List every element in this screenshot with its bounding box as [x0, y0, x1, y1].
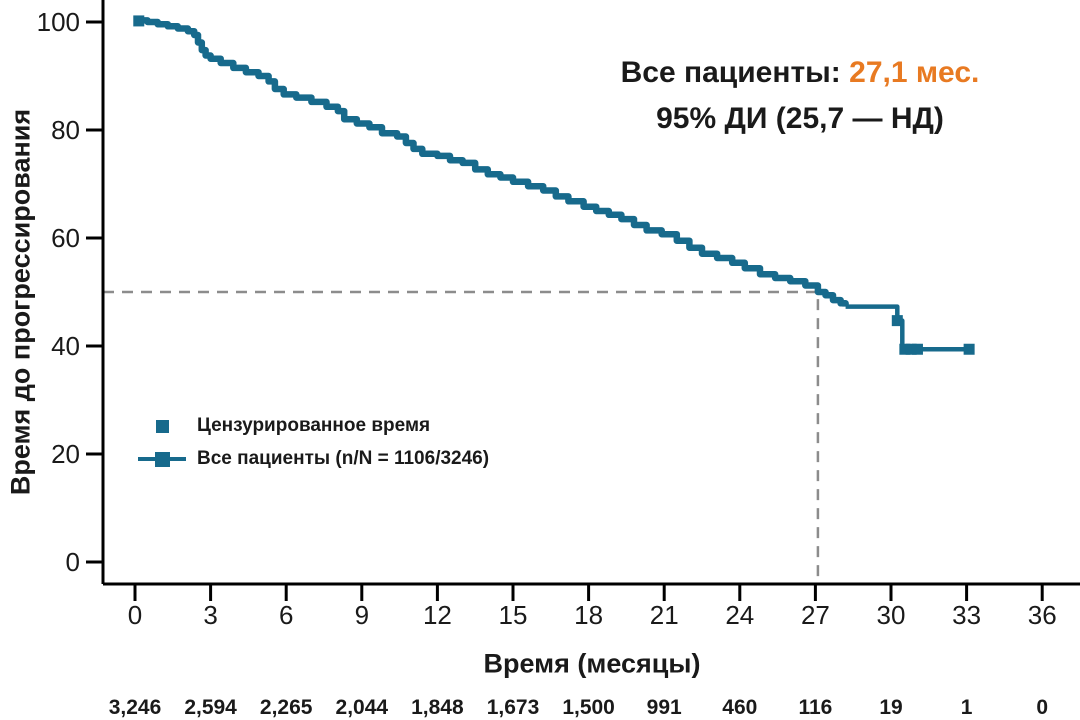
y-tick-label: 0: [66, 547, 80, 577]
legend-label-censored: Цензурированное время: [197, 415, 431, 436]
x-tick-label: 27: [801, 600, 830, 630]
x-axis-title: Время (месяцы): [483, 648, 701, 679]
at-risk-count: 2,594: [184, 696, 237, 719]
legend-item-censored: Цензурированное время: [138, 414, 489, 438]
x-tick-label: 12: [423, 600, 452, 630]
at-risk-count: 991: [647, 696, 682, 719]
censor-square-icon: [138, 414, 186, 438]
x-tick-label: 9: [355, 600, 369, 630]
censor-mark: [891, 315, 903, 327]
censor-mark: [133, 15, 145, 27]
x-tick-label: 30: [877, 600, 906, 630]
at-risk-count: 1,848: [411, 696, 464, 719]
x-tick-label: 21: [650, 600, 679, 630]
at-risk-count: 1: [961, 696, 973, 719]
median-annotation-ci: 95% ДИ (25,7 — НД): [656, 102, 944, 135]
censor-mark: [963, 343, 975, 355]
censor-mark: [905, 343, 917, 355]
at-risk-count: 0: [1036, 696, 1048, 719]
median-dashed-line: [103, 290, 820, 584]
x-tick-label: 6: [279, 600, 293, 630]
legend-item-all-patients: Все пациенты (n/N = 1106/3246): [138, 447, 489, 471]
at-risk-count: 19: [879, 696, 902, 719]
x-tick-label: 3: [203, 600, 217, 630]
km-curve-tail: [845, 304, 971, 352]
at-risk-count: 1,500: [562, 696, 615, 719]
y-tick-label: 40: [51, 331, 80, 361]
at-risk-count: 116: [798, 696, 832, 719]
at-risk-count: 3,246: [109, 696, 162, 719]
legend: Цензурированное время Все пациенты (n/N …: [138, 414, 489, 471]
at-risk-count: 2,044: [336, 696, 389, 719]
at-risk-count: 2,265: [260, 696, 313, 719]
x-tick-label: 33: [952, 600, 981, 630]
censor-mark: [911, 343, 923, 355]
x-tick-label: 18: [574, 600, 603, 630]
y-tick-label: 100: [37, 7, 80, 37]
x-tick-label: 36: [1028, 600, 1057, 630]
median-annotation-label: Все пациенты:: [620, 56, 850, 89]
line-with-square-icon: [138, 447, 186, 471]
censor-mark: [899, 343, 911, 355]
y-tick-label: 60: [51, 223, 80, 253]
median-annotation: Все пациенты: 27,1 мес. 95% ДИ (25,7 — Н…: [621, 50, 980, 142]
median-annotation-value: 27,1 мес.: [849, 56, 980, 89]
y-axis-title: Время до прогрессирования: [5, 108, 36, 496]
x-tick-label: 0: [128, 600, 142, 630]
median-annotation-line1: Все пациенты: 27,1 мес.: [621, 50, 980, 96]
y-tick-label: 80: [51, 115, 80, 145]
at-risk-count: 1,673: [487, 696, 540, 719]
x-tick-label: 24: [725, 600, 754, 630]
km-curve-main: [135, 17, 849, 307]
at-risk-count: 460: [722, 696, 757, 719]
x-tick-label: 15: [499, 600, 528, 630]
y-tick-label: 20: [51, 439, 80, 469]
legend-label-all-patients: Все пациенты (n/N = 1106/3246): [197, 448, 490, 469]
